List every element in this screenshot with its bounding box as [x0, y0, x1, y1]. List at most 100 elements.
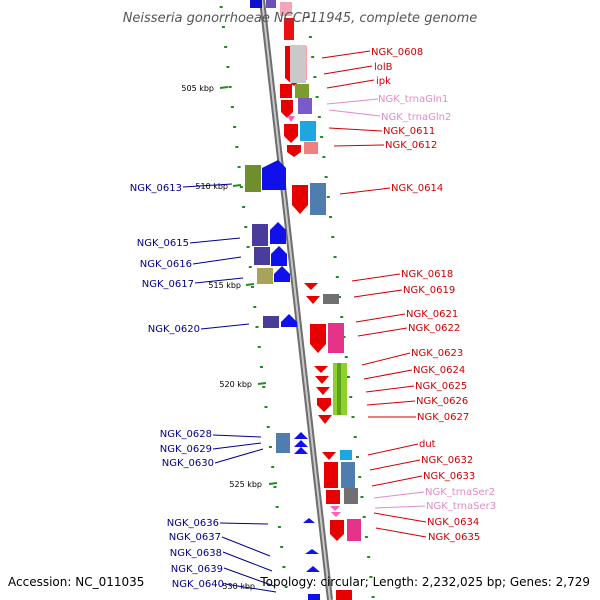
gene-label-NGK_0630[interactable]: NGK_0630: [162, 458, 214, 469]
gene-label-NGK_0612[interactable]: NGK_0612: [385, 140, 437, 151]
gene-label-NGK_trnaSer2[interactable]: NGK_trnaSer2: [425, 487, 495, 498]
scale-dot: [362, 516, 366, 518]
tick-mark: [245, 283, 255, 286]
gene-NGK_0635: [347, 519, 361, 541]
scale-dot: [349, 396, 353, 398]
gene-label-NGK_0635[interactable]: NGK_0635: [428, 532, 480, 543]
tick-mark: [257, 382, 267, 385]
scale-dot: [338, 296, 342, 298]
scale-dot: [358, 476, 362, 478]
gene-trnaGln: [298, 98, 312, 114]
gene-label-NGK_0636[interactable]: NGK_0636: [167, 518, 219, 529]
gene-NGK_0632: [324, 462, 338, 488]
scale-dot: [282, 566, 286, 568]
scale-dot: [322, 156, 326, 158]
gene-green-stripe: [337, 363, 341, 415]
gene-block: [336, 590, 352, 600]
gene-NGK_0615: [252, 224, 268, 246]
gene-NGK_0617: [257, 268, 273, 284]
gene-label-NGK_trnaGln1[interactable]: NGK_trnaGln1: [378, 94, 448, 105]
scale-dot: [233, 126, 237, 128]
gene-NGK_0620: [263, 316, 279, 328]
plus-label-leaders: [321, 50, 427, 538]
scale-dot: [257, 346, 261, 348]
gene-block: [344, 488, 358, 504]
gene-label-NGK_0611[interactable]: NGK_0611: [383, 126, 435, 137]
gene-label-NGK_0627[interactable]: NGK_0627: [417, 412, 469, 423]
gene-label-NGK_0638[interactable]: NGK_0638: [170, 548, 222, 559]
gene-label-NGK_0624[interactable]: NGK_0624: [413, 365, 465, 376]
gene-label-NGK_0623[interactable]: NGK_0623: [411, 348, 463, 359]
gene-label-NGK_0629[interactable]: NGK_0629: [160, 444, 212, 455]
gene-label-NGK_0625[interactable]: NGK_0625: [415, 381, 467, 392]
gene-label-NGK_0616[interactable]: NGK_0616: [140, 259, 192, 270]
scale-dot: [244, 226, 248, 228]
gene-label-NGK_0620[interactable]: NGK_0620: [148, 324, 200, 335]
scale-dot: [228, 86, 232, 88]
gene-label-NGK_0617[interactable]: NGK_0617: [142, 279, 194, 290]
gene-label-NGK_0619[interactable]: NGK_0619: [403, 285, 455, 296]
gene-arrow-NGK_0628: [294, 432, 308, 439]
tick-mark: [232, 184, 242, 187]
tick-label-525: 525 kbp: [229, 480, 262, 489]
scale-dot: [317, 116, 321, 118]
gene-NGK_0616: [254, 247, 270, 265]
gene-label-NGK_0632[interactable]: NGK_0632: [421, 455, 473, 466]
gene-label-NGK_0615[interactable]: NGK_0615: [137, 238, 189, 249]
gene-label-NGK_0633[interactable]: NGK_0633: [423, 471, 475, 482]
gene-lolB: [290, 45, 306, 83]
gene-label-NGK_0639[interactable]: NGK_0639: [171, 564, 223, 575]
gene-label-NGK_0637[interactable]: NGK_0637: [169, 532, 221, 543]
scale-dot: [268, 446, 272, 448]
gene-label-NGK_0608[interactable]: NGK_0608: [371, 47, 423, 58]
scale-dot: [262, 386, 266, 388]
gene-arrow-NGK_0621: [310, 324, 326, 353]
scale-dot: [342, 336, 346, 338]
gene-label-NGK_0634[interactable]: NGK_0634: [427, 517, 479, 528]
scale-dot: [311, 56, 315, 58]
scale-dot: [371, 596, 375, 598]
gene-arrow-NGK_0619: [306, 296, 320, 304]
gene-label-NGK_0628[interactable]: NGK_0628: [160, 429, 212, 440]
gene-label-NGK_0618[interactable]: NGK_0618: [401, 269, 453, 280]
scale-dot: [364, 536, 368, 538]
gene-block: [250, 0, 262, 8]
gene-block: [326, 490, 340, 504]
minus-strand-labels: NGK_0613 NGK_0615 NGK_0616 NGK_0617 NGK_…: [130, 183, 224, 590]
gene-label-NGK_trnaGln2[interactable]: NGK_trnaGln2: [381, 112, 451, 123]
scale-dot: [329, 216, 333, 218]
gene-label-NGK_0626[interactable]: NGK_0626: [416, 396, 468, 407]
gene-label-dut[interactable]: dut: [419, 439, 436, 450]
gene-label-NGK_0640[interactable]: NGK_0640: [172, 579, 224, 590]
gene-NGK_0628: [276, 433, 290, 453]
scale-dot: [266, 426, 270, 428]
minus-strand-genes: [245, 0, 320, 600]
scale-dot: [253, 306, 257, 308]
map-title: Neisseria gonorrhoeae NCCP11945, complet…: [123, 11, 478, 26]
scale-dot: [251, 286, 255, 288]
scale-dot: [335, 276, 339, 278]
scale-ticks: 505 kbp 510 kbp 515 kbp 520 kbp 525 kbp …: [181, 84, 278, 591]
genome-summary-text: Topology: circular; Length: 2,232,025 bp…: [259, 575, 590, 589]
gene-arrow-trnaSer3: [331, 512, 341, 517]
gene-label-NGK_trnaSer3[interactable]: NGK_trnaSer3: [426, 501, 496, 512]
gene-label-ipk[interactable]: ipk: [376, 76, 391, 87]
scale-dot: [367, 556, 371, 558]
scale-dot: [224, 46, 228, 48]
gene-label-NGK_0622[interactable]: NGK_0622: [408, 323, 460, 334]
scale-dot: [259, 366, 263, 368]
gene-arrow-NGK_0625: [316, 387, 330, 395]
tick-label-520: 520 kbp: [219, 380, 252, 389]
gene-label-NGK_0613[interactable]: NGK_0613: [130, 183, 182, 194]
gene-label-NGK_0621[interactable]: NGK_0621: [406, 309, 458, 320]
gene-label-NGK_0614[interactable]: NGK_0614: [391, 183, 443, 194]
trna-label-leaders: [326, 98, 426, 509]
tick-label-510: 510 kbp: [195, 182, 228, 191]
minus-label-leaders: [182, 183, 277, 593]
scale-dot: [264, 406, 268, 408]
scale-dot: [235, 146, 239, 148]
gene-label-lolB[interactable]: lolB: [374, 62, 393, 73]
scale-dot: [306, 16, 310, 18]
scale-dot: [313, 76, 317, 78]
